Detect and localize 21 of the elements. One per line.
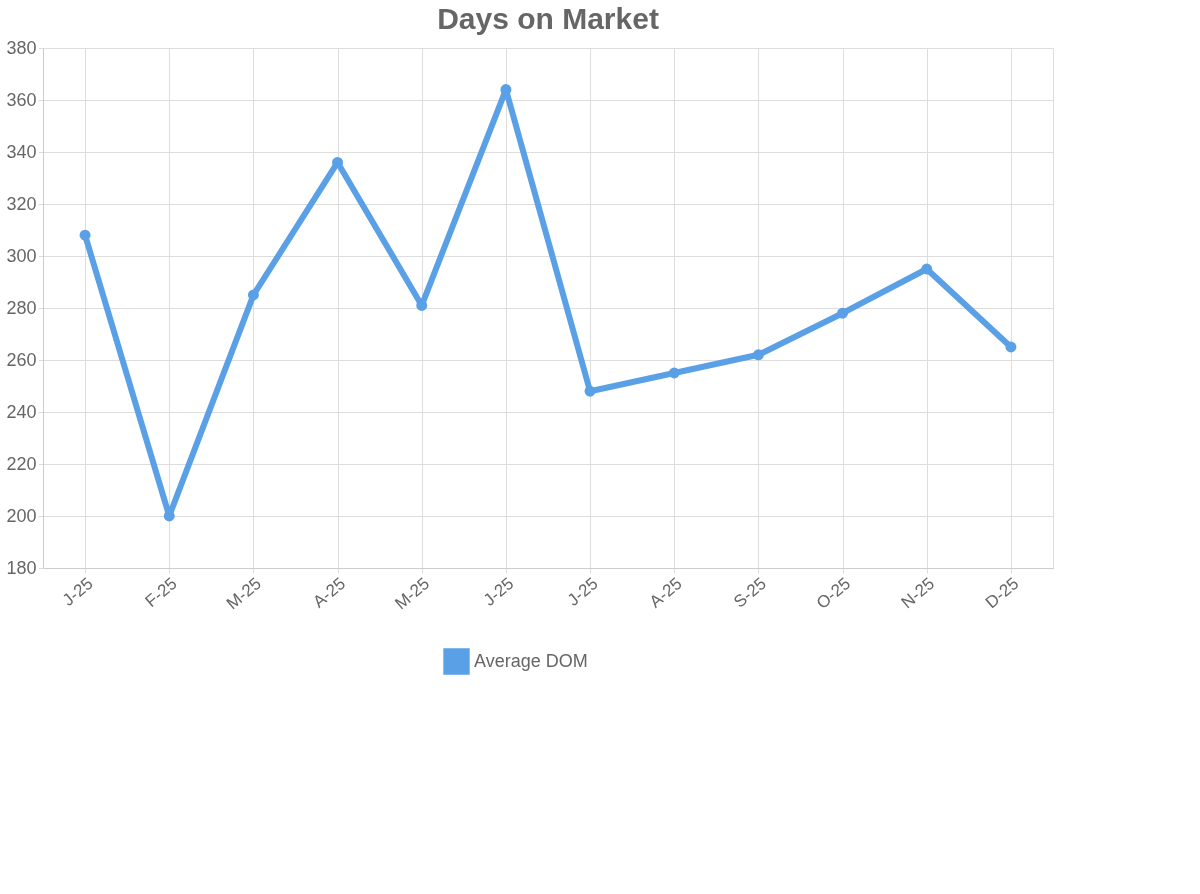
point [247, 289, 259, 301]
point [921, 263, 933, 275]
point [79, 229, 91, 241]
y-tick-label: 260 [6, 349, 37, 370]
y-tick-label: 320 [6, 193, 37, 214]
point [668, 367, 680, 379]
point [1005, 341, 1017, 353]
point [837, 307, 849, 319]
y-tick-label: 380 [6, 37, 37, 58]
y-tick-label: 300 [6, 245, 37, 266]
point [752, 349, 764, 361]
y-tick-label: 220 [6, 453, 37, 474]
y-tick-label: 200 [6, 505, 37, 526]
y-tick-label: 180 [6, 557, 37, 578]
chart-title: Days on Market [437, 2, 659, 35]
legend-label: Average DOM [474, 650, 588, 671]
y-tick-label: 280 [6, 297, 37, 318]
y-tick-label: 340 [6, 141, 37, 162]
point [584, 385, 596, 397]
y-tick-label: 240 [6, 401, 37, 422]
y-tick-label: 360 [6, 89, 37, 110]
